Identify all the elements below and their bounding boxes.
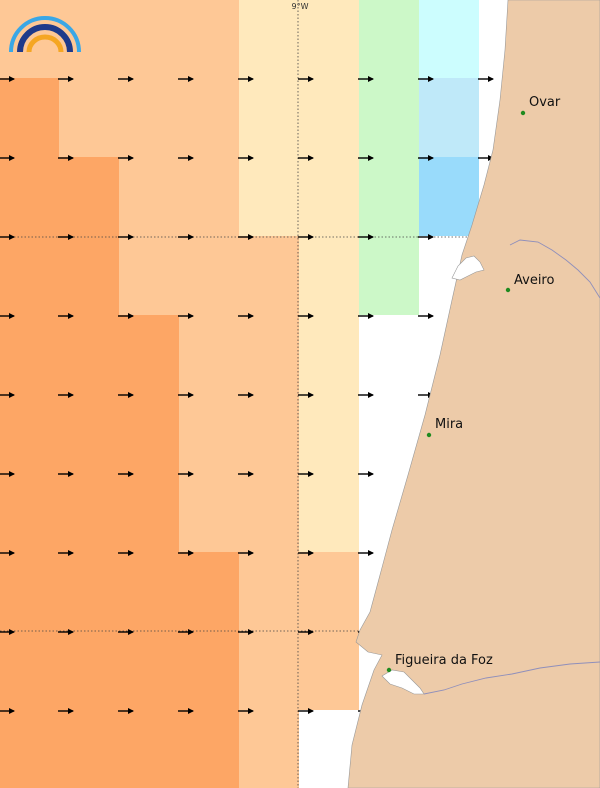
land-area <box>347 0 600 788</box>
sea-cell <box>0 236 60 316</box>
city-label: Ovar <box>529 95 561 110</box>
sea-cell <box>359 78 420 158</box>
city-label: Mira <box>435 417 463 432</box>
land-mass[interactable] <box>347 0 600 788</box>
aveiro-lagoon <box>451 255 485 281</box>
sea-cell <box>419 78 480 158</box>
sea-cell <box>239 236 300 316</box>
city-marker <box>426 432 432 438</box>
sea-cell <box>59 631 120 711</box>
sea-cell <box>119 236 180 316</box>
sea-cell <box>0 710 60 788</box>
sea-cell <box>299 394 360 474</box>
sea-cell <box>299 0 360 79</box>
river-mondego <box>423 661 600 695</box>
sea-cell <box>239 552 300 632</box>
sea-cell <box>0 78 60 158</box>
sea-cell <box>179 0 240 79</box>
sea-cell <box>239 631 300 711</box>
sea-cell <box>119 552 180 632</box>
rainbow-logo-icon <box>9 16 81 53</box>
sea-cell <box>59 78 120 158</box>
sea-cell <box>239 157 300 237</box>
sea-cell <box>119 315 180 395</box>
sea-cell <box>119 394 180 474</box>
sea-cell <box>299 315 360 395</box>
city-aveiro[interactable]: Aveiro <box>505 273 555 293</box>
sea-cell <box>179 473 240 553</box>
sea-cell <box>119 78 180 158</box>
sea-cell <box>299 473 360 553</box>
sea-cell <box>0 157 60 237</box>
sea-cell <box>179 552 240 632</box>
sea-cell <box>419 157 480 237</box>
sea-cell <box>119 473 180 553</box>
sea-cell <box>179 315 240 395</box>
sea-cell <box>419 0 480 79</box>
mondego-estuary <box>381 669 425 695</box>
sea-cell <box>239 78 300 158</box>
sea-cell <box>59 157 120 237</box>
sea-cell <box>179 710 240 788</box>
sea-cell <box>239 0 300 79</box>
sea-cell <box>119 631 180 711</box>
sea-cell <box>299 236 360 316</box>
sea-color-cells <box>0 0 480 788</box>
sea-cell <box>179 394 240 474</box>
sea-cell <box>299 78 360 158</box>
sea-cell <box>179 157 240 237</box>
city-mira[interactable]: Mira <box>426 417 463 438</box>
sea-cell <box>119 710 180 788</box>
sea-cell <box>0 394 60 474</box>
sea-cell <box>0 315 60 395</box>
longitude-label: 9°W <box>292 2 309 11</box>
sea-cell <box>299 552 360 632</box>
sea-cell <box>59 710 120 788</box>
sea-cell <box>59 315 120 395</box>
sea-cell <box>0 631 60 711</box>
sea-cell <box>299 157 360 237</box>
city-marker <box>520 110 526 116</box>
city-label: Aveiro <box>514 273 554 288</box>
sea-cell <box>0 552 60 632</box>
city-ovar[interactable]: Ovar <box>520 95 561 116</box>
sea-cell <box>59 394 120 474</box>
sea-cell <box>299 631 360 711</box>
river-vouga <box>509 239 600 299</box>
sea-cell <box>239 315 300 395</box>
sea-cell <box>119 157 180 237</box>
city-label: Figueira da Foz <box>395 653 493 668</box>
sea-cell <box>0 473 60 553</box>
sea-cell <box>59 236 120 316</box>
sea-cell <box>359 0 420 79</box>
sea-cell <box>239 394 300 474</box>
sea-cell <box>59 473 120 553</box>
sea-cell <box>239 473 300 553</box>
sea-cell <box>359 236 420 316</box>
sea-cell <box>239 710 300 788</box>
city-marker <box>505 287 511 293</box>
sea-cell <box>359 315 420 395</box>
sea-cell <box>179 631 240 711</box>
sea-cell <box>179 236 240 316</box>
sea-cell <box>179 78 240 158</box>
sea-cell <box>59 552 120 632</box>
sea-cell <box>359 157 420 237</box>
city-marker <box>386 667 392 673</box>
sea-cell <box>119 0 180 79</box>
city-figueira-da-foz[interactable]: Figueira da Foz <box>386 653 493 673</box>
sea-cell <box>359 394 420 474</box>
